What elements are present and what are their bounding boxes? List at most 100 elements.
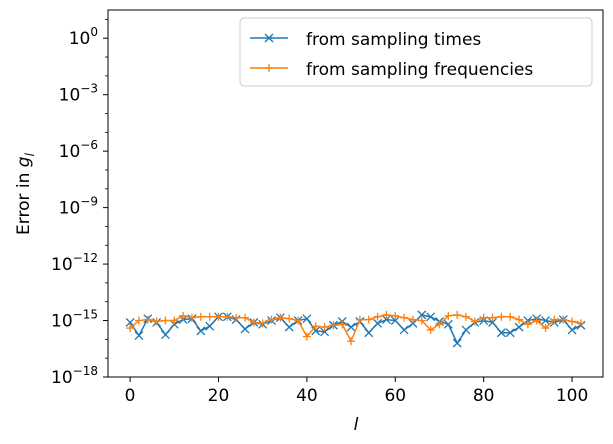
- data-point-1-43: [506, 312, 515, 321]
- data-point-1-31: [400, 313, 409, 322]
- x-axis-ticks: 0 20 40 60 80 100: [125, 377, 588, 406]
- legend-marker-series-0: [264, 33, 274, 43]
- data-point-1-29: [382, 310, 391, 319]
- y-axis-ticks: 100 10−3 10−6 10−9 10−12 10−15 10−18: [51, 19, 108, 388]
- data-point-1-3: [152, 317, 161, 326]
- data-point-1-14: [249, 318, 258, 327]
- data-point-0-34: [426, 312, 436, 322]
- legend-label-series-1: from sampling frequencies: [306, 60, 533, 80]
- data-point-1-18: [285, 314, 294, 323]
- data-point-1-2: [143, 315, 152, 324]
- data-point-1-10: [214, 312, 223, 321]
- data-point-0-4: [160, 330, 170, 340]
- data-point-1-7: [187, 313, 196, 322]
- data-point-1-45: [523, 320, 532, 329]
- data-point-0-1: [134, 331, 144, 341]
- y-tick-label: 10−9: [59, 195, 98, 219]
- data-point-0-47: [541, 316, 551, 325]
- data-point-1-8: [196, 312, 205, 321]
- x-tick-label: 80: [473, 386, 495, 406]
- x-axis-label: l: [354, 415, 359, 435]
- data-point-0-43: [505, 328, 515, 338]
- data-point-0-25: [346, 322, 356, 332]
- data-point-0-42: [496, 328, 506, 338]
- data-point-1-5: [170, 316, 179, 325]
- data-point-1-46: [532, 316, 541, 325]
- data-point-1-28: [373, 312, 382, 321]
- data-point-0-9: [205, 321, 215, 331]
- data-point-1-33: [417, 316, 426, 325]
- data-point-1-27: [364, 315, 373, 324]
- legend-marker-series-1: [265, 64, 273, 72]
- y-axis-label: Error in gl: [14, 152, 37, 235]
- y-axis-label-sub: l: [23, 152, 37, 156]
- data-point-1-22: [320, 323, 329, 332]
- data-point-1-47: [541, 324, 550, 333]
- y-tick-label: 100: [69, 25, 98, 49]
- data-point-1-51: [576, 319, 585, 328]
- data-point-0-50: [567, 325, 577, 335]
- data-point-1-0: [126, 324, 135, 333]
- x-tick-label: 20: [208, 386, 230, 406]
- y-axis-label-var: g: [14, 156, 34, 167]
- data-point-1-6: [179, 311, 188, 320]
- data-point-1-26: [355, 315, 364, 324]
- data-point-1-38: [461, 312, 470, 321]
- y-axis-label-prefix: Error in: [14, 167, 34, 235]
- data-point-0-37: [452, 338, 462, 348]
- data-point-1-25: [347, 337, 356, 346]
- data-point-0-22: [320, 327, 330, 337]
- data-point-1-32: [408, 315, 417, 324]
- plot-area: [107, 9, 604, 378]
- data-point-1-40: [479, 313, 488, 322]
- data-point-0-31: [399, 325, 409, 335]
- series-1: [126, 310, 585, 346]
- y-tick-label: 10−15: [51, 308, 98, 332]
- legend-marker-glyph: [265, 64, 273, 72]
- data-point-0-38: [461, 325, 471, 335]
- series-layer: [125, 310, 586, 348]
- data-point-1-42: [497, 312, 506, 321]
- y-tick-label: 10−18: [51, 364, 98, 388]
- data-point-1-21: [311, 322, 320, 331]
- data-point-1-36: [444, 311, 453, 320]
- data-point-1-15: [258, 319, 267, 328]
- data-point-0-29: [381, 315, 391, 325]
- data-point-0-8: [196, 326, 206, 336]
- data-point-1-4: [161, 316, 170, 325]
- series-line-0: [129, 314, 582, 345]
- data-point-1-39: [470, 317, 479, 326]
- data-point-1-1: [134, 316, 143, 325]
- series-line-1: [129, 314, 582, 344]
- data-point-1-17: [276, 313, 285, 322]
- data-point-0-36: [443, 319, 453, 329]
- data-point-0-27: [364, 328, 374, 338]
- data-point-1-35: [435, 320, 444, 329]
- data-point-1-13: [241, 313, 250, 322]
- legend: from sampling times from sampling freque…: [239, 17, 593, 87]
- data-point-1-49: [559, 315, 568, 324]
- data-point-0-41: [488, 317, 497, 327]
- data-point-1-41: [488, 313, 497, 322]
- data-point-1-12: [232, 313, 241, 322]
- data-point-1-24: [338, 320, 347, 329]
- y-tick-label: 10−6: [59, 138, 98, 162]
- data-point-0-30: [390, 316, 400, 325]
- y-tick-label: 10−3: [59, 82, 98, 106]
- data-point-0-20: [302, 314, 312, 324]
- y-tick-label: 10−12: [51, 251, 98, 275]
- x-tick-label: 100: [556, 386, 588, 406]
- data-point-1-48: [550, 315, 559, 324]
- x-tick-label: 0: [125, 386, 136, 406]
- data-point-1-16: [267, 315, 276, 324]
- data-point-0-44: [514, 322, 524, 332]
- legend-label-series-0: from sampling times: [306, 30, 481, 50]
- data-point-1-34: [426, 325, 435, 334]
- data-point-1-19: [294, 316, 303, 325]
- data-point-1-30: [391, 311, 400, 320]
- data-point-1-20: [302, 332, 311, 341]
- data-point-1-23: [329, 321, 338, 330]
- data-point-1-9: [205, 312, 214, 321]
- data-point-1-50: [568, 317, 577, 326]
